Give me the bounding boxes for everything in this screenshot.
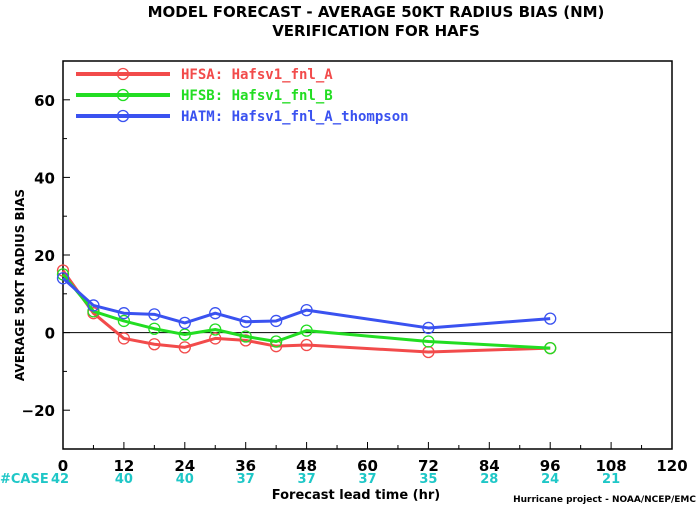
x-tick-label: 60 xyxy=(357,457,378,475)
data-point xyxy=(422,321,435,335)
legend: HFSA: Hafsv1_fnl_A HFSB: Hafsv1_fnl_B HATM… xyxy=(76,67,409,125)
chart-title: MODEL FORECAST - AVERAGE 50KT RADIUS BIA… xyxy=(148,3,605,21)
data-point xyxy=(300,303,313,317)
data-point xyxy=(148,322,161,335)
data-point xyxy=(544,341,557,355)
tick-layer: 0 12 24 36 48 60 72 84 96 108 120 −20 0 20 40 60 xyxy=(22,60,688,475)
data-point xyxy=(87,299,100,312)
x-tick-label: 84 xyxy=(479,457,500,475)
legend-label: HFSB: Hafsv1_fnl_B xyxy=(181,88,333,104)
legend-item: HATM: Hafsv1_fnl_A_thompson xyxy=(76,109,409,125)
x-tick-label: 12 xyxy=(113,457,134,475)
case-count: 40 xyxy=(176,472,194,487)
data-point xyxy=(269,314,283,328)
data-point xyxy=(239,334,252,347)
data-point xyxy=(178,316,191,330)
y-tick-label: 40 xyxy=(34,169,55,187)
data-point xyxy=(178,341,191,354)
x-tick-label: 24 xyxy=(174,457,195,475)
legend-item: HFSA: Hafsv1_fnl_A xyxy=(76,67,333,83)
plot-area xyxy=(62,60,673,450)
legend-item: HFSB: Hafsv1_fnl_B xyxy=(76,88,333,104)
data-point xyxy=(117,314,131,328)
legend-label: HFSA: Hafsv1_fnl_A xyxy=(181,67,333,83)
case-count: 35 xyxy=(419,472,437,487)
series-line xyxy=(62,277,551,330)
data-point xyxy=(148,338,161,351)
x-tick-label: 0 xyxy=(58,457,68,475)
data-point xyxy=(117,332,131,345)
series-3 xyxy=(56,272,557,335)
data-point xyxy=(300,324,313,337)
y-tick-label: 20 xyxy=(34,247,55,265)
data-point xyxy=(209,307,222,320)
data-point xyxy=(269,335,283,348)
data-point xyxy=(117,307,131,320)
chart-subtitle: VERIFICATION FOR HAFS xyxy=(272,22,480,40)
y-tick-label: 60 xyxy=(34,92,55,110)
case-count: 21 xyxy=(602,472,620,487)
data-point xyxy=(209,323,222,336)
data-point xyxy=(209,332,222,345)
case-label: #CASE xyxy=(0,472,49,487)
data-point xyxy=(300,338,313,352)
x-tick-label: 108 xyxy=(595,457,626,475)
legend-marker xyxy=(116,67,130,81)
case-count: 42 xyxy=(51,472,69,487)
case-count: 28 xyxy=(480,472,498,487)
x-tick-label: 96 xyxy=(540,457,561,475)
data-point xyxy=(544,312,557,325)
y-tick-label: 0 xyxy=(45,325,55,343)
data-point xyxy=(56,272,70,285)
x-tick-label: 48 xyxy=(296,457,317,475)
y-tick-label: −20 xyxy=(22,402,55,420)
case-count: 40 xyxy=(115,472,133,487)
data-point xyxy=(239,315,252,328)
case-count: 37 xyxy=(298,472,316,487)
series-line xyxy=(61,269,551,354)
data-point xyxy=(148,308,161,321)
credit-text: Hurricane project - NOAA/NCEP/EMC xyxy=(513,495,696,505)
case-count: 37 xyxy=(237,472,255,487)
x-axis-label: Forecast lead time (hr) xyxy=(272,488,440,503)
case-row: #CASE 42 40 40 37 37 37 35 28 24 21 xyxy=(0,472,620,487)
data-point xyxy=(239,330,252,343)
series-line xyxy=(61,273,551,350)
x-tick-label: 72 xyxy=(418,457,439,475)
y-axis-label: AVERAGE 50KT RADIUS BIAS xyxy=(13,189,27,381)
series-layer xyxy=(56,264,557,359)
case-count: 24 xyxy=(541,472,559,487)
x-tick-label: 36 xyxy=(235,457,256,475)
x-tick-label: 120 xyxy=(656,457,687,475)
legend-label: HATM: Hafsv1_fnl_A_thompson xyxy=(181,109,409,125)
case-count: 37 xyxy=(358,472,376,487)
data-point xyxy=(422,335,435,348)
legend-marker xyxy=(116,88,130,102)
legend-marker xyxy=(116,109,130,123)
